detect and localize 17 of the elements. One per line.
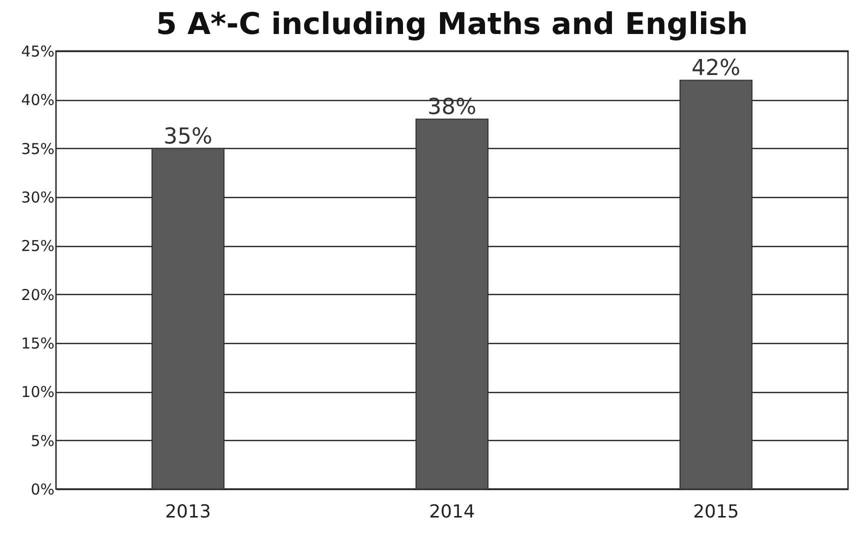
y-tick-label: 35% (21, 140, 54, 158)
y-tick-label: 15% (21, 334, 54, 352)
x-tick-label: 2015 (693, 502, 739, 522)
y-tick-label: 0% (30, 480, 54, 498)
data-label: 42% (692, 56, 740, 82)
y-tick-label: 10% (21, 383, 54, 402)
y-tick-label: 40% (21, 91, 54, 110)
y-tick-label: 5% (30, 432, 54, 450)
x-tick-label: 2013 (165, 502, 211, 522)
chart-title: 5 A*-C including Maths and English (156, 7, 748, 42)
y-tick-label: 30% (21, 188, 54, 206)
data-label: 38% (428, 95, 476, 120)
y-tick-label: 45% (21, 42, 54, 60)
x-tick-label: 2014 (429, 502, 475, 522)
y-tick-label: 25% (21, 237, 54, 256)
data-label: 35% (164, 124, 212, 150)
y-tick-label: 20% (21, 286, 54, 304)
